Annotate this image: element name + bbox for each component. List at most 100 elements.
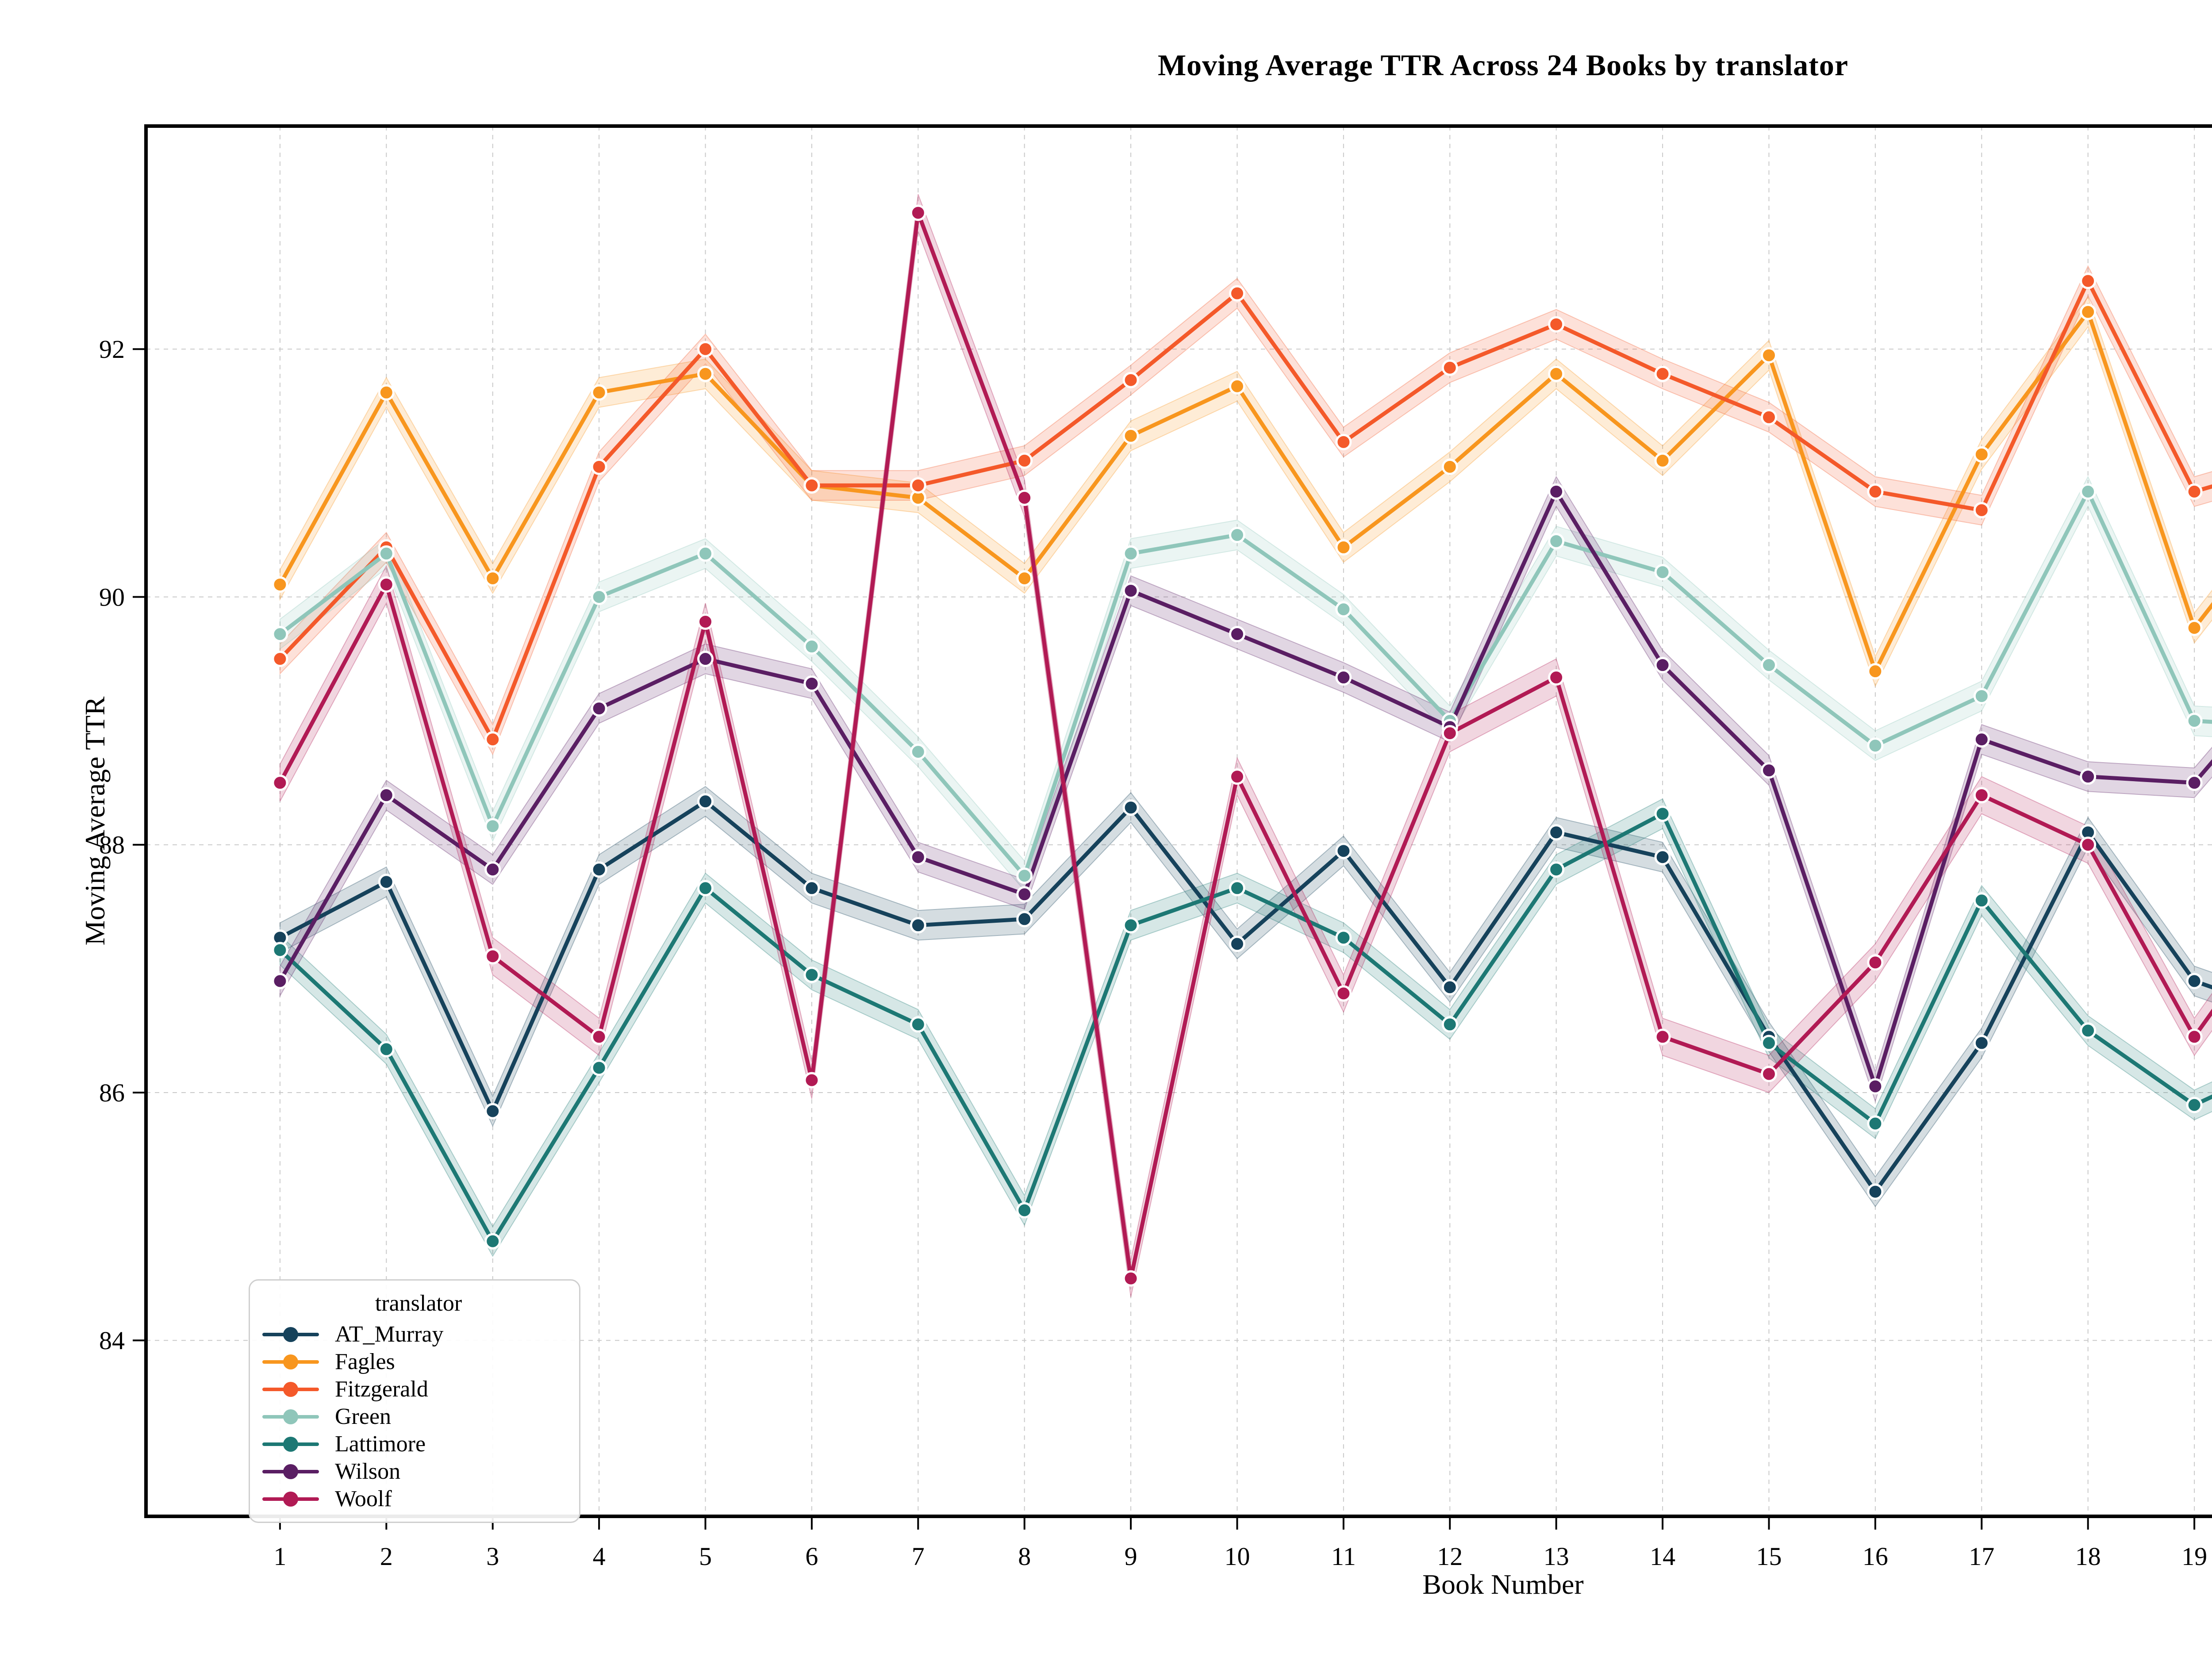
legend-dot-icon xyxy=(283,1327,298,1342)
data-point-Fitzgerald-4 xyxy=(591,458,607,475)
x-tick-label: 18 xyxy=(2075,1542,2101,1571)
legend-label: Woolf xyxy=(335,1486,392,1511)
data-point-Woolf-9 xyxy=(1122,1270,1139,1287)
legend-marker-icon xyxy=(262,1492,319,1507)
data-point-Fitzgerald-14 xyxy=(1654,365,1671,382)
x-tick-label: 9 xyxy=(1125,1542,1137,1571)
data-point-Fagles-15 xyxy=(1760,347,1777,364)
data-point-Woolf-19 xyxy=(2186,1028,2203,1045)
data-point-AT_Murray-2 xyxy=(378,874,395,890)
data-point-Fitzgerald-12 xyxy=(1441,359,1458,376)
x-tick-label: 13 xyxy=(1544,1542,1569,1571)
data-point-Wilson-11 xyxy=(1335,669,1352,686)
data-point-Lattimore-13 xyxy=(1548,861,1565,878)
data-point-Green-17 xyxy=(1973,688,1990,705)
data-point-Fagles-3 xyxy=(484,570,501,587)
data-point-AT_Murray-17 xyxy=(1973,1035,1990,1051)
data-point-Green-6 xyxy=(803,638,820,655)
data-point-Wilson-15 xyxy=(1760,762,1777,779)
x-tick-label: 6 xyxy=(805,1542,818,1571)
data-point-AT_Murray-19 xyxy=(2186,973,2203,990)
data-point-Wilson-1 xyxy=(272,973,288,990)
data-point-AT_Murray-8 xyxy=(1016,911,1033,928)
data-point-AT_Murray-10 xyxy=(1229,936,1246,952)
data-point-AT_Murray-6 xyxy=(803,880,820,897)
x-axis-label: Book Number xyxy=(1422,1569,1584,1600)
ci-band-Fitzgerald xyxy=(279,265,2212,756)
data-point-Woolf-5 xyxy=(697,613,714,630)
data-point-Woolf-2 xyxy=(378,576,395,593)
data-point-Green-15 xyxy=(1760,657,1777,674)
data-point-Lattimore-3 xyxy=(484,1233,501,1250)
data-point-Fagles-11 xyxy=(1335,539,1352,556)
data-point-Woolf-8 xyxy=(1016,489,1033,506)
data-point-Fitzgerald-3 xyxy=(484,731,501,748)
legend-marker-icon xyxy=(262,1354,319,1369)
data-point-Green-2 xyxy=(378,545,395,562)
data-point-Fagles-5 xyxy=(697,365,714,382)
x-tick-label: 12 xyxy=(1437,1542,1463,1571)
x-tick-label: 10 xyxy=(1225,1542,1250,1571)
data-point-Fitzgerald-19 xyxy=(2186,483,2203,500)
data-point-Woolf-17 xyxy=(1973,787,1990,804)
data-point-Green-10 xyxy=(1229,526,1246,543)
x-tick-label: 5 xyxy=(699,1542,712,1571)
legend-label: Wilson xyxy=(335,1459,401,1484)
x-tick-label: 2 xyxy=(380,1542,393,1571)
legend-label: Fitzgerald xyxy=(335,1377,428,1402)
data-point-Green-14 xyxy=(1654,564,1671,580)
data-point-Wilson-7 xyxy=(910,849,926,866)
legend-item-AT_Murray: AT_Murray xyxy=(262,1321,575,1348)
data-point-Fagles-16 xyxy=(1867,663,1884,680)
data-point-Woolf-14 xyxy=(1654,1028,1671,1045)
plot-border xyxy=(144,124,2212,1518)
legend-dot-icon xyxy=(283,1382,298,1397)
data-point-Green-7 xyxy=(910,744,926,760)
chart-title: Moving Average TTR Across 24 Books by tr… xyxy=(1157,48,1849,82)
data-point-Wilson-18 xyxy=(2080,768,2097,785)
data-point-Fagles-9 xyxy=(1122,427,1139,444)
legend-marker-icon xyxy=(262,1437,319,1452)
data-point-Woolf-12 xyxy=(1441,725,1458,742)
data-point-Green-5 xyxy=(697,545,714,562)
data-point-Lattimore-4 xyxy=(591,1059,607,1076)
data-point-Fagles-2 xyxy=(378,384,395,401)
data-point-Fitzgerald-16 xyxy=(1867,483,1884,500)
data-point-Wilson-2 xyxy=(378,787,395,804)
legend-marker-icon xyxy=(262,1464,319,1479)
data-point-Woolf-6 xyxy=(803,1072,820,1089)
data-point-Lattimore-8 xyxy=(1016,1202,1033,1219)
x-tick-label: 14 xyxy=(1650,1542,1675,1571)
data-point-Wilson-6 xyxy=(803,675,820,692)
data-point-AT_Murray-7 xyxy=(910,917,926,934)
x-tick-label: 3 xyxy=(486,1542,499,1571)
data-point-Lattimore-18 xyxy=(2080,1022,2097,1039)
data-point-Woolf-13 xyxy=(1548,669,1565,686)
data-point-Fagles-14 xyxy=(1654,452,1671,469)
data-point-AT_Murray-4 xyxy=(591,861,607,878)
data-point-Woolf-3 xyxy=(484,948,501,965)
legend-dot-icon xyxy=(283,1492,298,1507)
data-point-Wilson-17 xyxy=(1973,731,1990,748)
y-tick-label: 88 xyxy=(99,831,125,859)
data-point-Fagles-18 xyxy=(2080,303,2097,320)
data-point-Fagles-8 xyxy=(1016,570,1033,587)
data-point-Lattimore-17 xyxy=(1973,892,1990,909)
data-point-Lattimore-16 xyxy=(1867,1115,1884,1132)
data-point-Fitzgerald-1 xyxy=(272,651,288,667)
ci-band-Woolf xyxy=(279,194,2212,1297)
data-point-AT_Murray-3 xyxy=(484,1103,501,1120)
legend-item-Fitzgerald: Fitzgerald xyxy=(262,1376,575,1403)
data-point-Fitzgerald-5 xyxy=(697,341,714,357)
data-point-Wilson-9 xyxy=(1122,582,1139,599)
data-point-Woolf-1 xyxy=(272,775,288,791)
x-tick-label: 15 xyxy=(1756,1542,1782,1571)
legend-item-Wilson: Wilson xyxy=(262,1458,575,1485)
legend-marker-icon xyxy=(262,1327,319,1342)
data-point-Fagles-1 xyxy=(272,576,288,593)
legend-dot-icon xyxy=(283,1354,298,1369)
data-point-AT_Murray-9 xyxy=(1122,799,1139,816)
data-point-Green-9 xyxy=(1122,545,1139,562)
data-point-Lattimore-2 xyxy=(378,1041,395,1058)
series-layer xyxy=(272,194,2212,1297)
